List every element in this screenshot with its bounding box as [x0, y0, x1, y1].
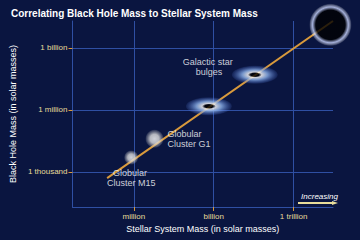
svg-text:Globular: Globular — [113, 168, 150, 178]
svg-text:million: million — [122, 212, 145, 221]
svg-text:1 thousand: 1 thousand — [28, 167, 68, 176]
svg-text:Cluster M15: Cluster M15 — [107, 178, 156, 188]
svg-text:billion: billion — [203, 212, 223, 221]
svg-text:Black Hole Mass (in solar mass: Black Hole Mass (in solar masses) — [8, 45, 18, 183]
svg-text:bulges: bulges — [196, 67, 223, 77]
svg-text:Correlating Black Hole Mass to: Correlating Black Hole Mass to Stellar S… — [11, 8, 258, 19]
svg-text:1 billion: 1 billion — [40, 43, 67, 52]
svg-text:Galactic star: Galactic star — [183, 57, 236, 67]
svg-text:1 million: 1 million — [38, 105, 67, 114]
svg-text:1 trillion: 1 trillion — [280, 212, 308, 221]
svg-text:Cluster G1: Cluster G1 — [168, 139, 211, 149]
svg-text:Increasing: Increasing — [301, 192, 338, 201]
svg-text:Globular: Globular — [168, 129, 205, 139]
svg-text:Stellar System Mass (in solar: Stellar System Mass (in solar masses) — [126, 224, 279, 234]
